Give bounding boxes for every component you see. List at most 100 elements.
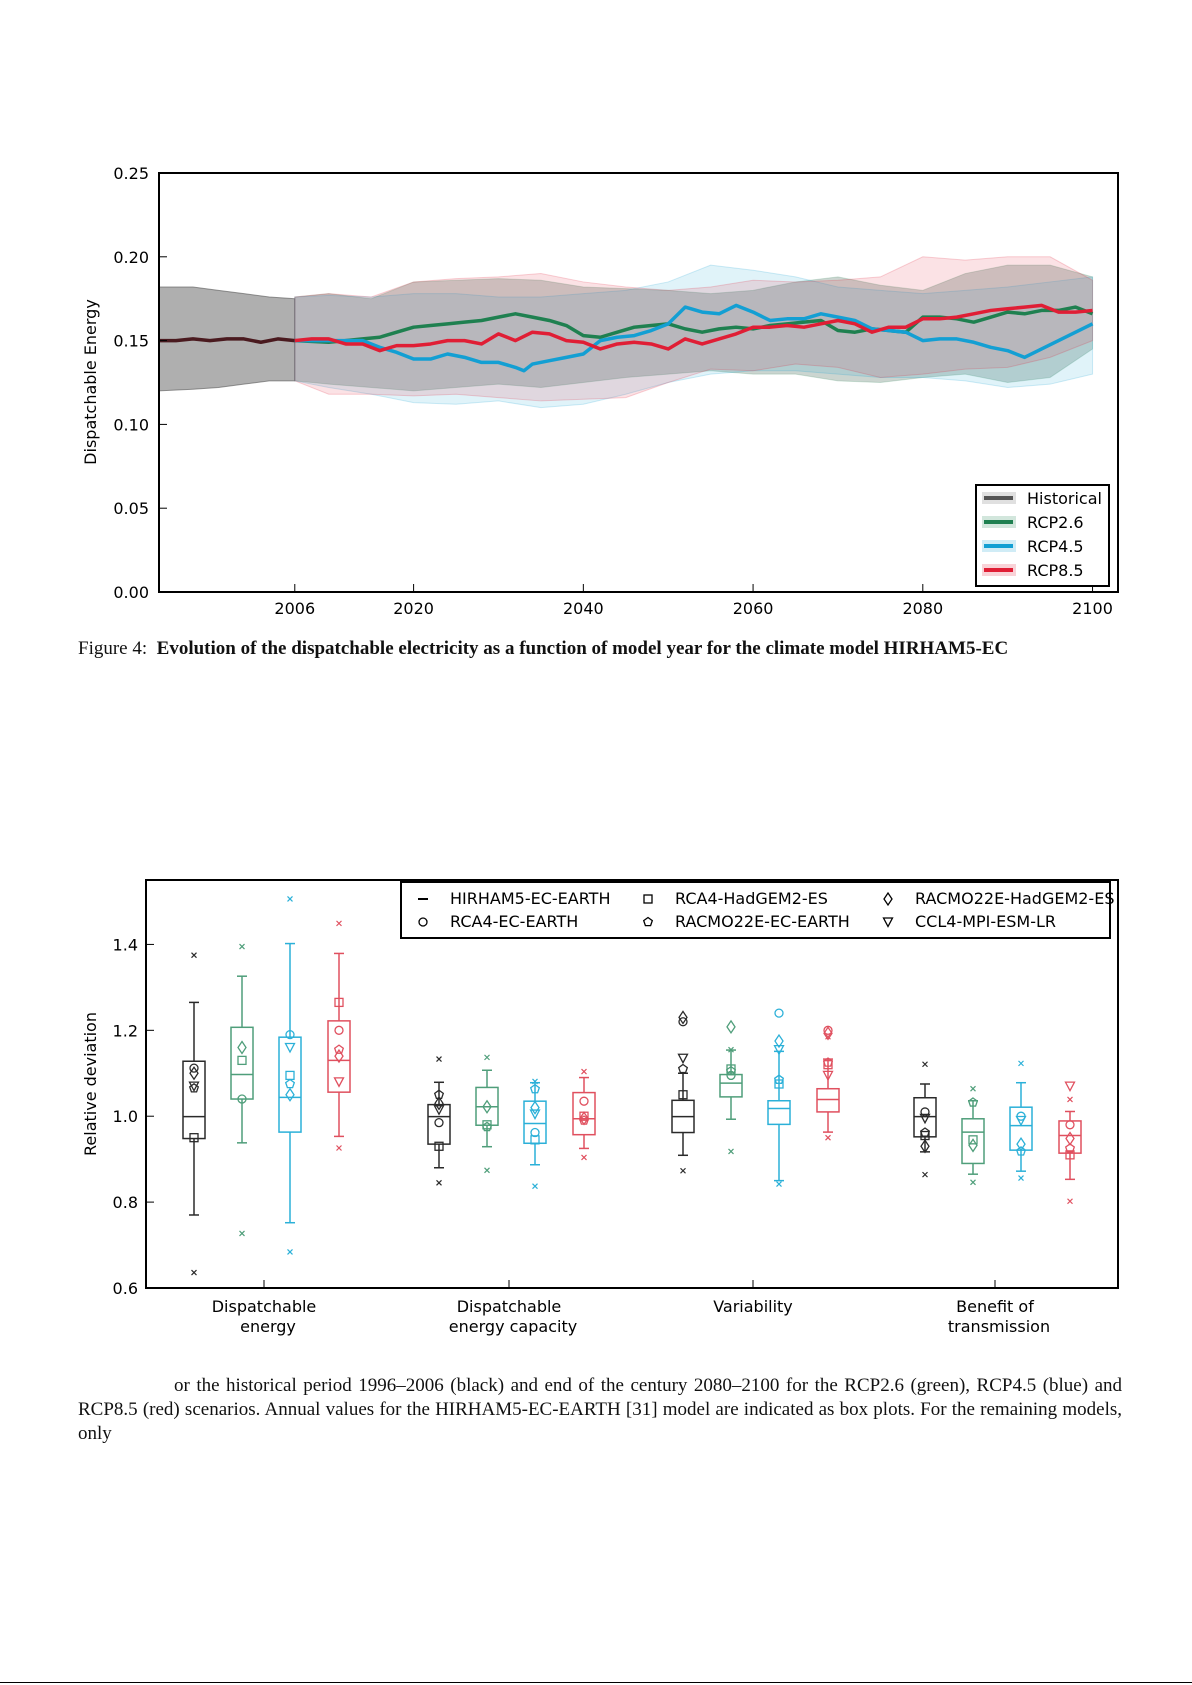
outlier-marker: [239, 943, 245, 950]
dispatchable-energy-line-chart: 2006 2020 2040 2060 2080 2100 0.00 0.05 0.10 0.15…: [81, 164, 1119, 618]
outlier-marker: [970, 1085, 976, 1092]
y-tick-label: 0.05: [113, 499, 149, 518]
model-marker-diamond: [482, 1099, 492, 1114]
model-marker-square: [823, 1060, 833, 1070]
model-marker-triangle-down: [188, 1081, 200, 1093]
box-iqr: [816, 1087, 840, 1113]
x-tick-label: energy: [240, 1317, 296, 1336]
legend-label: Historical: [1027, 489, 1102, 508]
y-tick-label: 0.20: [113, 248, 149, 267]
outlier-marker: [728, 1046, 734, 1053]
y-tick-label: 0.15: [113, 332, 149, 351]
model-marker-diamond: [334, 1048, 344, 1064]
outlier-marker: [287, 895, 293, 902]
x-tick-label: 2020: [393, 599, 434, 618]
outlier-marker: [825, 1033, 831, 1040]
model-marker-pentagon: [333, 1044, 345, 1054]
relative-deviation-box-plot: 0.60.81.01.21.4DispatchableenergyDispatc…: [81, 879, 1119, 1336]
legend-marker-square: [643, 894, 653, 904]
x-tick-label: 2060: [733, 599, 774, 618]
legend: HIRHAM5-EC-EARTH RCA4-HadGEM2-ES RACMO22E-…: [400, 881, 1114, 939]
box-iqr: [278, 1036, 302, 1133]
box-iqr: [327, 1020, 351, 1093]
outlier-marker: [484, 1054, 490, 1061]
model-marker-pentagon: [578, 1115, 590, 1125]
model-marker-circle: [678, 1017, 688, 1027]
outlier-marker: [436, 1179, 442, 1186]
box-rcp85: [816, 1025, 840, 1141]
box-rcp45: [1009, 1060, 1033, 1181]
model-marker-square: [968, 1135, 978, 1145]
outlier-marker: [336, 920, 342, 927]
legend-label: RCP2.6: [1027, 513, 1084, 532]
box-rcp26: [475, 1054, 499, 1174]
legend-label: RACMO22E-HadGEM2-ES: [915, 889, 1114, 908]
outlier-marker: [825, 1134, 831, 1141]
model-marker-diamond: [189, 1066, 199, 1081]
line-rcp8-5: [294, 303, 1093, 353]
outlier-marker: [532, 1183, 538, 1190]
model-marker-circle: [920, 1107, 930, 1117]
model-marker-pentagon: [919, 1127, 931, 1137]
x-tick-label: Variability: [713, 1297, 793, 1316]
box-historical: [427, 1056, 451, 1186]
box-iqr: [767, 1099, 791, 1126]
model-marker-diamond: [530, 1100, 540, 1115]
model-marker-pentagon: [1064, 1143, 1076, 1153]
model-marker-diamond: [434, 1096, 444, 1111]
box-iqr: [1058, 1120, 1082, 1154]
legend-marker-pentagon: [642, 916, 654, 927]
outlier-marker: [1018, 1060, 1024, 1067]
model-marker-square: [530, 1135, 540, 1145]
box-iqr: [1009, 1106, 1033, 1151]
legend-label: RCA4-EC-EARTH: [450, 912, 578, 931]
model-marker-pentagon: [773, 1074, 785, 1084]
caption-text: Evolution of the dispatchable electricit…: [156, 638, 1009, 659]
model-marker-diamond: [678, 1010, 688, 1025]
outlier-marker: [1067, 1096, 1073, 1103]
model-marker-diamond: [1016, 1136, 1026, 1152]
x-tick-label: 2080: [902, 599, 943, 618]
outlier-marker: [436, 1056, 442, 1063]
box-rcp85: [1058, 1081, 1082, 1205]
box-iqr: [182, 1060, 206, 1140]
model-marker-square: [678, 1090, 688, 1100]
legend-frame: [400, 881, 1111, 939]
model-marker-circle: [237, 1094, 247, 1104]
legend-marker-circle: [418, 917, 428, 927]
y-tick-label: 1.2: [113, 1021, 138, 1040]
legend-marker-triangle-down: [882, 917, 894, 928]
model-marker-pentagon: [967, 1097, 979, 1107]
x-tick-label: energy capacity: [449, 1317, 577, 1336]
axis-ticks: 0.60.81.01.21.4DispatchableenergyDispatc…: [113, 935, 1051, 1336]
series-lines: [159, 303, 1094, 373]
model-marker-circle: [285, 1029, 295, 1040]
legend: Historical RCP2.6 RCP4.5 RCP8.5: [975, 484, 1110, 587]
outlier-marker: [776, 1181, 782, 1187]
model-marker-circle: [774, 1008, 784, 1018]
model-marker-triangle-down: [1064, 1081, 1076, 1093]
outlier-marker: [728, 1148, 734, 1155]
outlier-marker: [239, 1230, 245, 1237]
outlier-marker: [581, 1154, 587, 1161]
model-marker-circle: [1065, 1120, 1075, 1130]
model-marker-triangle-down: [333, 1077, 345, 1088]
model-marker-square: [774, 1079, 784, 1089]
box-rcp26: [961, 1085, 985, 1186]
x-tick-label: Dispatchable: [457, 1297, 562, 1316]
model-marker-pentagon: [284, 1078, 296, 1089]
model-marker-triangle-down: [433, 1105, 445, 1116]
legend-label: CCL4-MPI-ESM-LR: [915, 912, 1056, 931]
model-marker-diamond: [285, 1087, 295, 1102]
legend-label: RCP4.5: [1027, 537, 1084, 556]
model-marker-diamond: [920, 1139, 930, 1154]
page-rule: [0, 1682, 1192, 1683]
model-marker-circle: [334, 1025, 344, 1035]
model-marker-pentagon: [481, 1121, 493, 1132]
caption-label: Figure 4:: [78, 638, 148, 659]
y-tick-label: 1.4: [113, 935, 138, 954]
model-marker-circle: [579, 1096, 589, 1106]
y-tick-label: 0.10: [113, 415, 149, 434]
outlier-marker: [970, 1179, 976, 1186]
model-marker-triangle-down: [284, 1042, 296, 1054]
